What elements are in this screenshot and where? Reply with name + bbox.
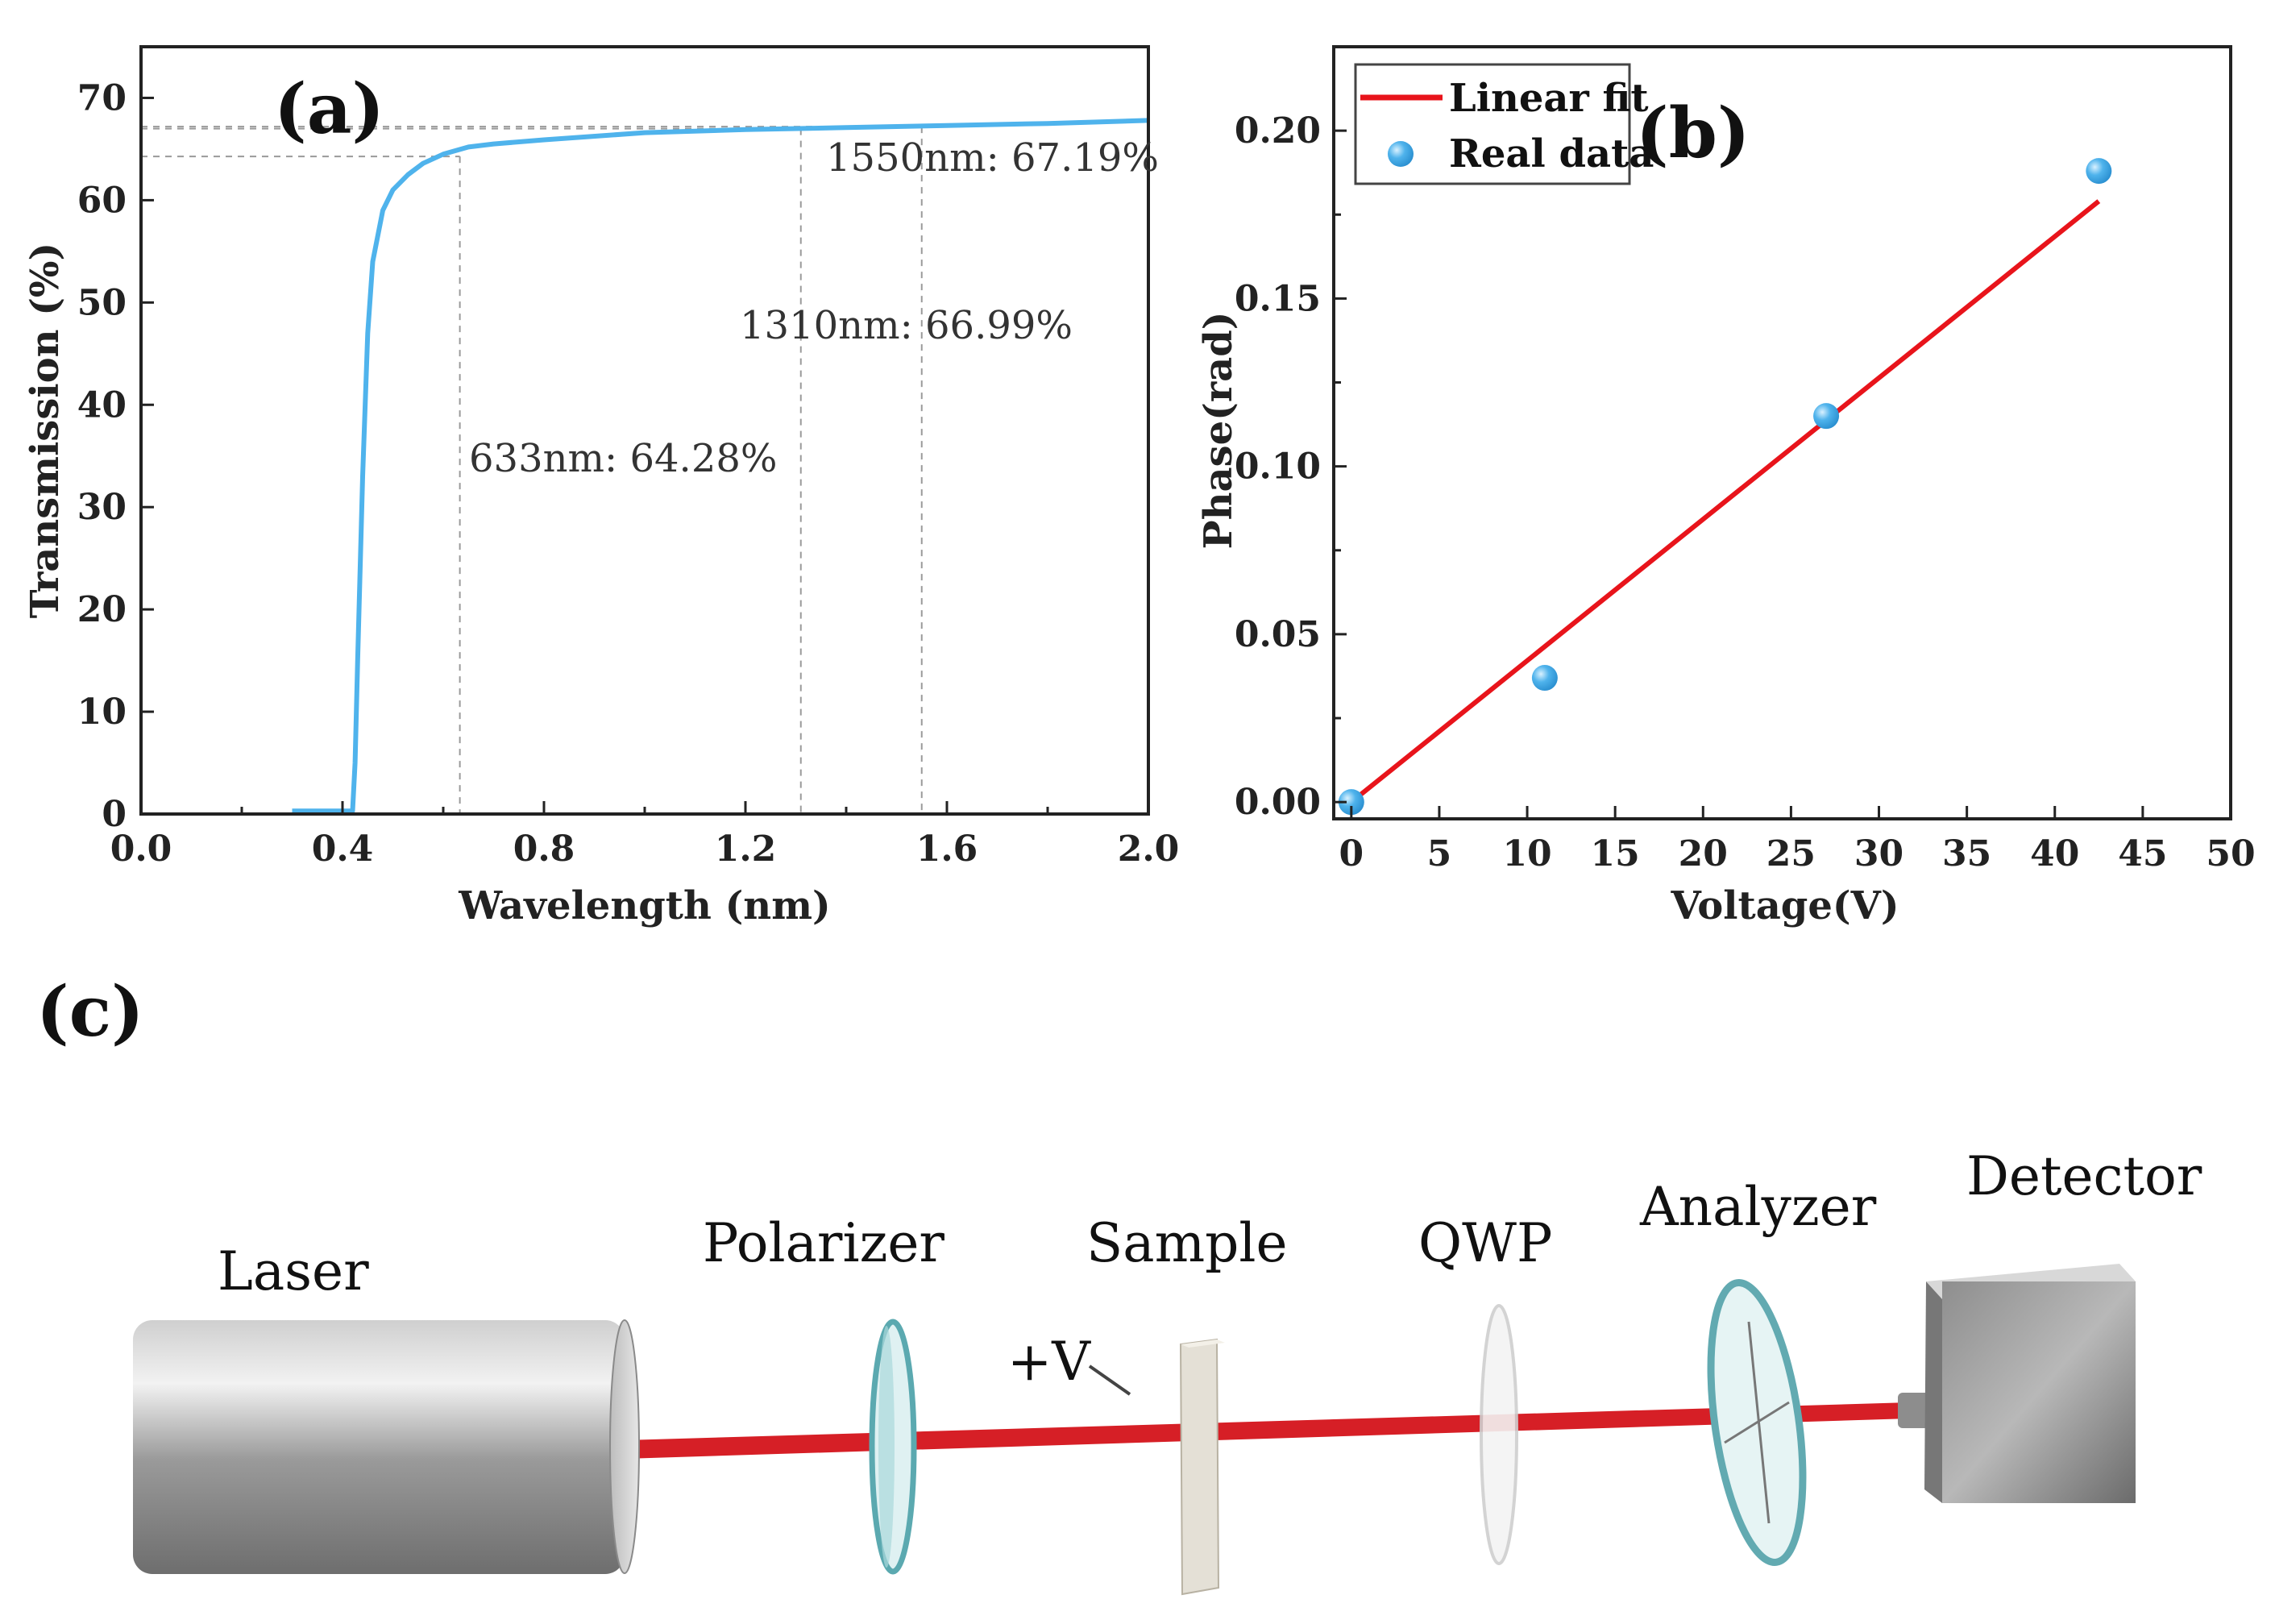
y-tick-label: 10 xyxy=(77,692,127,733)
x-tick-label: 30 xyxy=(1854,833,1903,874)
laser-beam xyxy=(625,1402,1910,1459)
label-detector: Detector xyxy=(1966,1145,2202,1207)
laser-body xyxy=(133,1319,640,1574)
legend-item-linear-fit: Linear fit xyxy=(1449,76,1649,121)
x-tick-label: 2.0 xyxy=(1118,829,1180,870)
label-qwp: QWP xyxy=(1418,1212,1552,1274)
y-tick-label: 0.15 xyxy=(1235,278,1321,319)
panel-label-b: (b) xyxy=(1636,93,1750,174)
legend: Linear fit Real data xyxy=(1354,63,1654,185)
y-tick-label: 60 xyxy=(77,180,127,221)
x-tick-label: 45 xyxy=(2118,833,2167,874)
label-analyzer: Analyzer xyxy=(1639,1176,1877,1238)
y-tick-label: 70 xyxy=(77,77,127,118)
x-tick-label: 35 xyxy=(1942,833,1991,874)
voltage-label: +V xyxy=(1007,1331,1091,1393)
panel-label-c: (c) xyxy=(36,971,144,1053)
sample-block xyxy=(1179,1338,1225,1596)
panel-label-a: (a) xyxy=(274,69,384,150)
qwp-disk xyxy=(1480,1304,1518,1565)
y-tick-label: 50 xyxy=(77,282,127,323)
data-point xyxy=(2086,158,2112,185)
y-tick-label: 0.10 xyxy=(1235,446,1321,488)
y-tick-label: 0.20 xyxy=(1235,110,1321,152)
polarizer-disk xyxy=(869,1319,917,1575)
x-tick-label: 20 xyxy=(1679,833,1728,874)
x-tick-label: 1.2 xyxy=(715,829,777,870)
y-tick-label: 0 xyxy=(102,794,127,835)
legend-item-real-data: Real data xyxy=(1449,131,1654,177)
x-tick-label: 50 xyxy=(2206,833,2255,874)
x-axis-label-b: Voltage(V) xyxy=(1670,883,1899,928)
transmission-curve xyxy=(292,118,1149,814)
x-tick-label: 5 xyxy=(1427,833,1452,874)
x-tick-label: 40 xyxy=(2030,833,2079,874)
label-polarizer: Polarizer xyxy=(703,1212,944,1274)
x-tick-label: 25 xyxy=(1766,833,1816,874)
data-point xyxy=(1338,789,1364,816)
analyzer-disk xyxy=(1707,1279,1807,1566)
x-tick-label: 10 xyxy=(1502,833,1551,874)
annotation-633nm: 633nm: 64.28% xyxy=(469,436,778,481)
transmission-chart: 0.0 0.4 0.8 1.2 1.6 2.0 0 10 20 30 40 50 60 70 (a) 63… xyxy=(23,45,1180,928)
label-sample: Sample xyxy=(1086,1212,1288,1274)
detector-cube xyxy=(1898,1264,2136,1503)
voltage-lead xyxy=(1088,1364,1131,1396)
annotation-1550nm: 1550nm: 67.19% xyxy=(826,135,1159,181)
y-axis-label-a: Transmission (%) xyxy=(23,243,68,619)
y-tick-label: 30 xyxy=(77,487,127,528)
y-tick-label: 0.00 xyxy=(1235,782,1321,823)
label-laser: Laser xyxy=(218,1240,369,1302)
data-point xyxy=(1813,403,1840,430)
x-tick-label: 0 xyxy=(1339,833,1364,874)
legend-point-swatch xyxy=(1388,141,1414,167)
x-tick-label: 0.8 xyxy=(513,829,575,870)
x-axis-label-a: Wavelength (nm) xyxy=(458,883,830,928)
annotation-1310nm: 1310nm: 66.99% xyxy=(740,303,1073,348)
x-tick-label: 1.6 xyxy=(916,829,978,870)
x-tick-label: 15 xyxy=(1591,833,1640,874)
phase-chart: 0 5 10 15 20 25 30 35 40 45 50 0.00 0.05 0.10 0.15 0.20… xyxy=(1196,45,2256,928)
y-axis-label-b: Phase(rad) xyxy=(1196,311,1241,549)
y-tick-label: 0.05 xyxy=(1235,614,1321,655)
y-tick-label: 40 xyxy=(77,384,127,426)
y-tick-label: 20 xyxy=(77,589,127,630)
data-point xyxy=(1531,665,1558,692)
plot-frame-b xyxy=(1332,45,2232,820)
optical-setup-diagram: (c) +V xyxy=(36,971,2202,1596)
linear-fit-line xyxy=(1349,199,2101,804)
x-tick-label: 0.0 xyxy=(110,829,172,870)
x-tick-label: 0.4 xyxy=(312,829,374,870)
